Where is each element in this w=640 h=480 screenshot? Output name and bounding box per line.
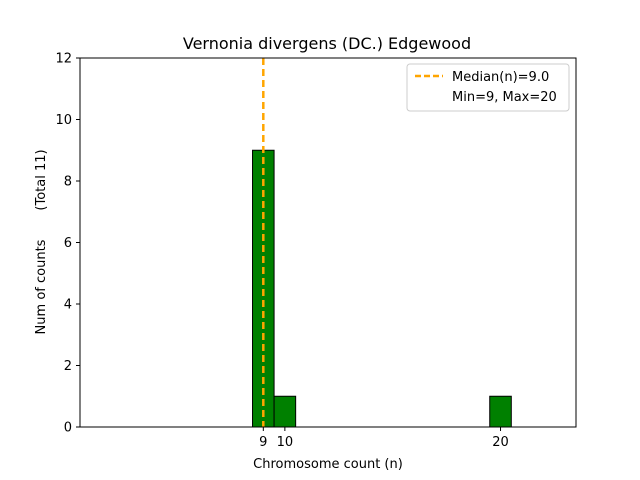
y-tick-label: 10 — [55, 113, 72, 128]
y-tick-label: 2 — [64, 359, 72, 374]
bar-10 — [273, 395, 297, 428]
y-axis-label: Num of counts — [34, 239, 49, 334]
y-tick-label: 4 — [64, 298, 72, 313]
y-axis-total-label: (Total 11) — [34, 149, 49, 210]
plot-frame — [79, 57, 577, 428]
chart-title: Vernonia divergens (DC.) Edgewood — [183, 34, 471, 53]
y-tick-label: 6 — [64, 236, 72, 251]
legend: Median(n)=9.0 Min=9, Max=20 — [406, 63, 570, 112]
x-axis-ticks: 9 10 20 — [259, 427, 509, 450]
x-tick-label: 10 — [277, 435, 294, 450]
legend-median-label: Median(n)=9.0 — [452, 70, 549, 85]
legend-min-max-label: Min=9, Max=20 — [452, 90, 557, 105]
x-tick-label: 9 — [259, 435, 267, 450]
y-tick-label: 12 — [55, 52, 72, 67]
legend-box — [406, 63, 570, 112]
x-tick-label: 20 — [492, 435, 509, 450]
bar-20 — [489, 395, 512, 428]
x-axis-label: Chromosome count (n) — [253, 457, 403, 472]
y-tick-label: 8 — [64, 175, 72, 190]
y-tick-label: 0 — [64, 421, 72, 436]
y-axis-ticks: 0 2 4 6 8 10 12 — [55, 52, 80, 436]
